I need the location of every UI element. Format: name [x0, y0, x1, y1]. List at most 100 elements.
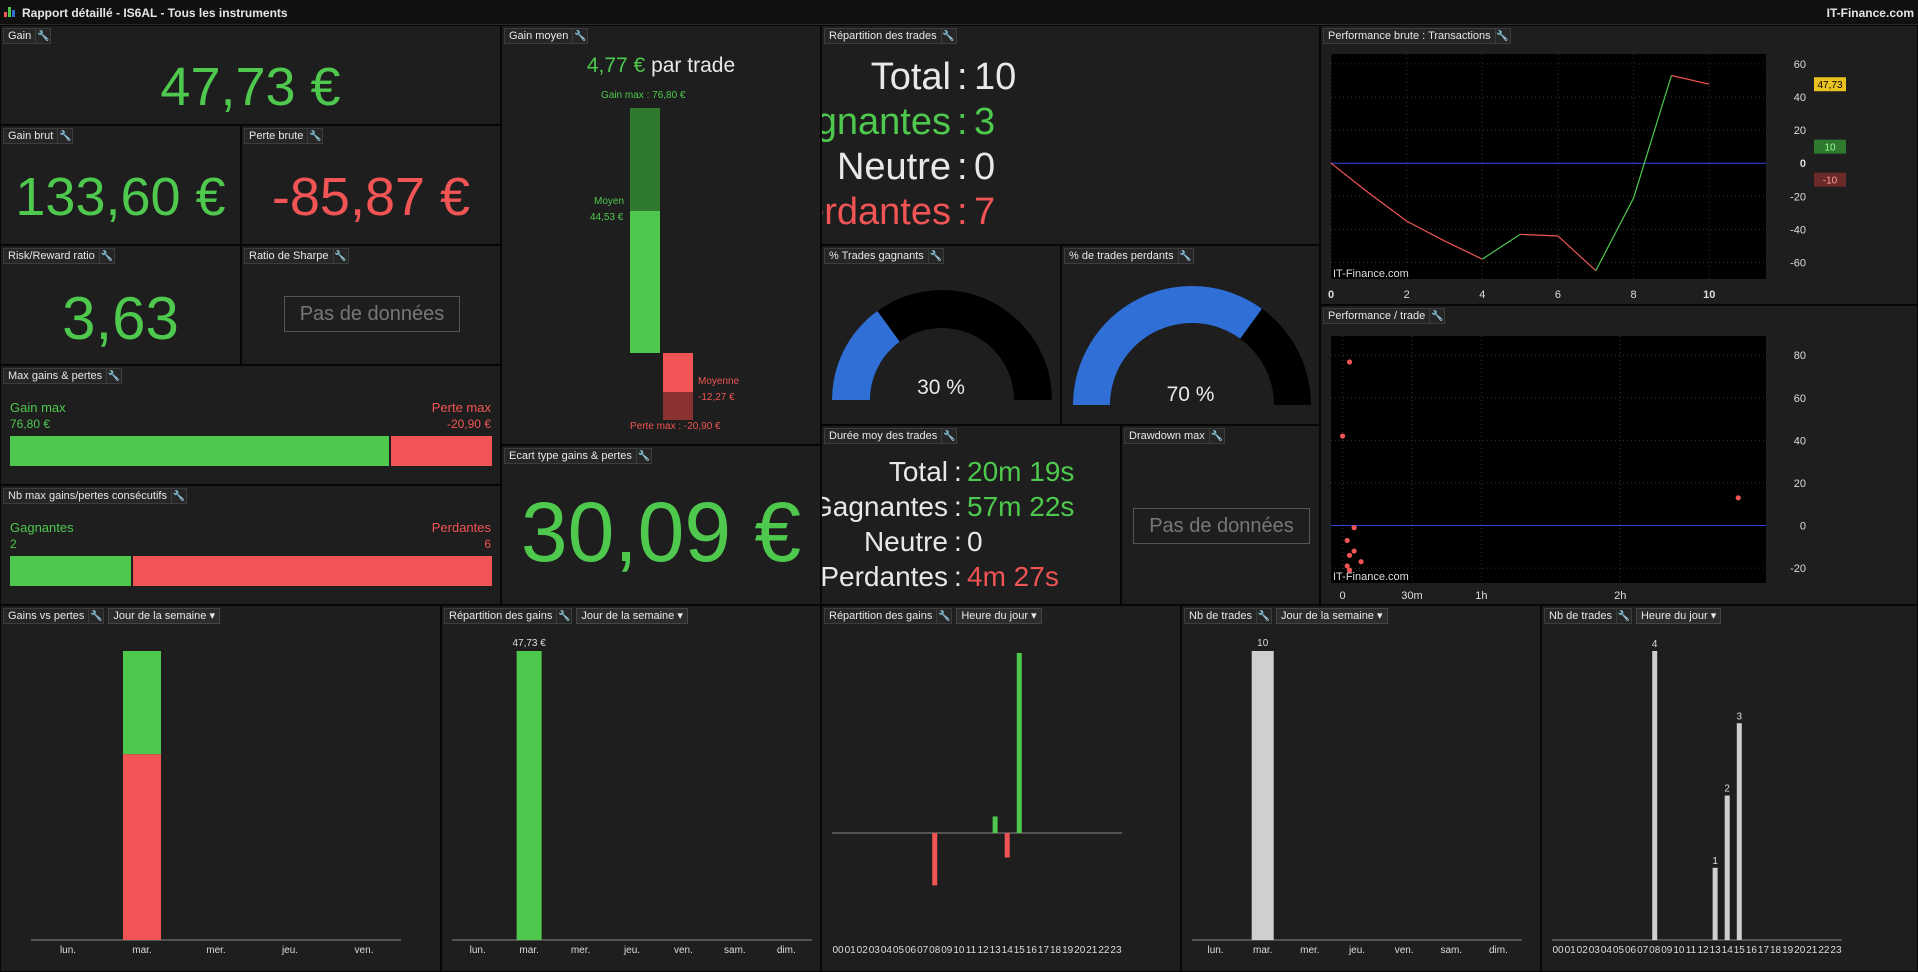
- total-value: 10: [974, 56, 1017, 98]
- series-segment: [1481, 233, 1521, 260]
- wrench-icon[interactable]: 🔧: [1209, 428, 1225, 444]
- wrench-icon[interactable]: 🔧: [1430, 308, 1446, 324]
- wrench-icon[interactable]: 🔧: [107, 368, 123, 384]
- gain-bar: [1016, 653, 1022, 833]
- y-tick-label: 40: [1794, 92, 1806, 104]
- moyenne-label: Moyenne: [698, 376, 740, 387]
- gagnantes-label: Gagnantes: [822, 101, 951, 143]
- y-tick-label: 60: [1794, 393, 1806, 405]
- repartition-gains-jour-chart: lun. mar. mer. jeu. ven. sam. dim. 47,73 €: [452, 638, 812, 956]
- pct-gagnants-value: 30 %: [917, 376, 965, 399]
- x-tick-label: 11: [966, 945, 977, 956]
- perdantes-label: Perdantes: [822, 191, 951, 233]
- brand-label: IT-Finance.com: [1826, 6, 1914, 20]
- panel-max-gains-pertes: Max gains & pertes 🔧 Gain max 76,80 € Per…: [0, 365, 501, 485]
- perdantes-sep: :: [957, 191, 968, 233]
- bar-data-label: 1: [1712, 856, 1718, 867]
- total-value: 20m 19s: [967, 456, 1075, 487]
- perte-max-label: Perte max : -20,90 €: [630, 421, 721, 432]
- neutre-sep: :: [957, 146, 968, 188]
- series-segment: [1671, 74, 1710, 85]
- x-tick-label: mer.: [206, 945, 225, 956]
- panel-title: Drawdown max: [1124, 428, 1210, 444]
- period-dropdown[interactable]: Jour de la semaine ▾: [108, 608, 220, 624]
- x-tick-label: 19: [1782, 945, 1794, 956]
- panel-title: Répartition des gains: [824, 608, 938, 624]
- sharpe-no-data: Pas de données: [284, 296, 460, 332]
- wrench-icon[interactable]: 🔧: [89, 608, 105, 624]
- x-tick-label: 01: [1565, 945, 1577, 956]
- series-segment: [1444, 240, 1483, 260]
- panel-title: % de trades perdants: [1064, 248, 1179, 264]
- wrench-icon[interactable]: 🔧: [942, 428, 958, 444]
- x-tick-label: ven.: [674, 945, 693, 956]
- wrench-icon[interactable]: 🔧: [636, 448, 652, 464]
- x-tick-label: 19: [1062, 945, 1074, 956]
- y-tick-label: 80: [1794, 350, 1806, 362]
- gain-moyen-suffix: par trade: [651, 54, 736, 77]
- x-tick-label: 17: [1038, 945, 1050, 956]
- period-dropdown[interactable]: Heure du jour ▾: [1635, 608, 1722, 624]
- x-tick-label: 05: [893, 945, 905, 956]
- x-tick-label: 06: [1625, 945, 1637, 956]
- value-badge-label: 47,73: [1817, 80, 1842, 91]
- wrench-icon[interactable]: 🔧: [1495, 28, 1511, 44]
- gain-bar: [123, 651, 161, 755]
- y-tick-label: -40: [1790, 224, 1806, 236]
- x-tick-label: 0: [1328, 289, 1334, 301]
- period-dropdown[interactable]: Heure du jour ▾: [956, 608, 1042, 624]
- wrench-icon[interactable]: 🔧: [333, 248, 349, 264]
- x-tick-label: 21: [1806, 945, 1818, 956]
- wrench-icon[interactable]: 🔧: [58, 128, 74, 144]
- x-tick-label: 04: [881, 945, 893, 956]
- chevron-down-icon: ▾: [209, 610, 215, 622]
- plot-area: [1331, 54, 1766, 279]
- wrench-icon[interactable]: 🔧: [99, 248, 115, 264]
- panel-gains-vs-pertes: Gains vs pertes 🔧 Jour de la semaine ▾ lun…: [0, 605, 441, 972]
- wrench-icon[interactable]: 🔧: [1178, 248, 1194, 264]
- neutre-value: 0: [974, 146, 996, 188]
- gain-bar: [516, 651, 542, 940]
- y-tick-label: -20: [1790, 563, 1806, 575]
- x-tick-label: 03: [869, 945, 881, 956]
- wrench-icon[interactable]: 🔧: [308, 128, 324, 144]
- period-dropdown[interactable]: Jour de la semaine ▾: [1275, 608, 1388, 624]
- dropdown-label: Jour de la semaine: [581, 610, 675, 622]
- x-tick-label: 16: [1746, 945, 1758, 956]
- risk-reward-value: 3,63: [62, 285, 179, 352]
- panel-perte-brute: Perte brute 🔧 -85,87 €: [241, 125, 501, 245]
- wrench-icon[interactable]: 🔧: [1256, 608, 1272, 624]
- wrench-icon[interactable]: 🔧: [36, 28, 52, 44]
- wrench-icon[interactable]: 🔧: [573, 28, 589, 44]
- wrench-icon[interactable]: 🔧: [941, 28, 957, 44]
- x-tick-label: 07: [1637, 945, 1649, 956]
- value-badge: [1814, 77, 1846, 92]
- panel-title: Gain: [3, 28, 37, 44]
- wrench-icon[interactable]: 🔧: [1616, 608, 1632, 624]
- bar-data-label: 47,73 €: [512, 638, 546, 649]
- gain-brut-value: 133,60 €: [15, 167, 226, 227]
- series-segment: [1595, 197, 1635, 272]
- period-dropdown[interactable]: Jour de la semaine ▾: [576, 608, 688, 624]
- x-tick-label: 08: [929, 945, 941, 956]
- panel-nb-trades-heure: Nb de trades 🔧 Heure du jour ▾ 00 01 02 03 04 0…: [1541, 605, 1918, 972]
- series-segment: [1406, 220, 1445, 242]
- panel-gain-brut: Gain brut 🔧 133,60 €: [0, 125, 241, 245]
- wrench-icon[interactable]: 🔧: [171, 488, 187, 504]
- y-tick-label: 20: [1794, 125, 1806, 137]
- x-tick-label: sam.: [724, 945, 746, 956]
- total-sep: :: [957, 56, 968, 98]
- scatter-point: [1344, 563, 1350, 569]
- trades-bar: [1736, 723, 1742, 940]
- perdantes-value: 4m 27s: [967, 561, 1059, 592]
- wrench-icon[interactable]: 🔧: [928, 248, 944, 264]
- x-tick-label: 18: [1770, 945, 1782, 956]
- wrench-icon[interactable]: 🔧: [937, 608, 953, 624]
- scatter-point: [1344, 537, 1350, 544]
- wrench-icon[interactable]: 🔧: [557, 608, 573, 624]
- x-tick-label: 20: [1794, 945, 1806, 956]
- panel-risk-reward: Risk/Reward ratio 🔧 3,63: [0, 245, 241, 365]
- bar-data-label: 2: [1724, 784, 1730, 795]
- panel-title: Performance / trade: [1323, 308, 1431, 324]
- perte-max-value: -20,90 €: [446, 417, 491, 431]
